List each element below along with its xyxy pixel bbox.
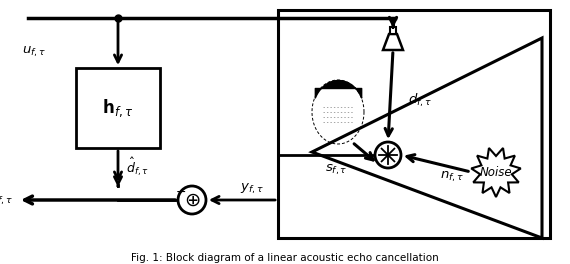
Text: $d_{f,\tau}$: $d_{f,\tau}$	[408, 91, 432, 109]
Bar	[76, 68, 160, 148]
Text: $s_{f,\tau}$: $s_{f,\tau}$	[325, 163, 347, 177]
Text: $\hat{d}_{f,\tau}$: $\hat{d}_{f,\tau}$	[126, 156, 149, 178]
Text: $\mathbf{h}_{f,\tau}$: $\mathbf{h}_{f,\tau}$	[103, 97, 133, 119]
Polygon shape	[312, 38, 542, 238]
Text: Noise: Noise	[480, 166, 512, 178]
Text: $-$: $-$	[176, 185, 186, 197]
Text: Fig. 1: Block diagram of a linear acoustic echo cancellation: Fig. 1: Block diagram of a linear acoust…	[131, 253, 439, 263]
Circle shape	[375, 142, 401, 168]
Text: $\oplus$: $\oplus$	[184, 191, 200, 210]
Bar	[278, 10, 550, 238]
Polygon shape	[383, 34, 403, 50]
Text: $e_{f,\tau}$: $e_{f,\tau}$	[0, 193, 13, 207]
Circle shape	[178, 186, 206, 214]
Bar	[390, 27, 396, 34]
Text: $n_{f,\tau}$: $n_{f,\tau}$	[440, 170, 464, 184]
Polygon shape	[471, 148, 521, 197]
Text: $y_{f,\tau}$: $y_{f,\tau}$	[240, 182, 264, 196]
Text: $u_{f,\tau}$: $u_{f,\tau}$	[22, 45, 46, 59]
